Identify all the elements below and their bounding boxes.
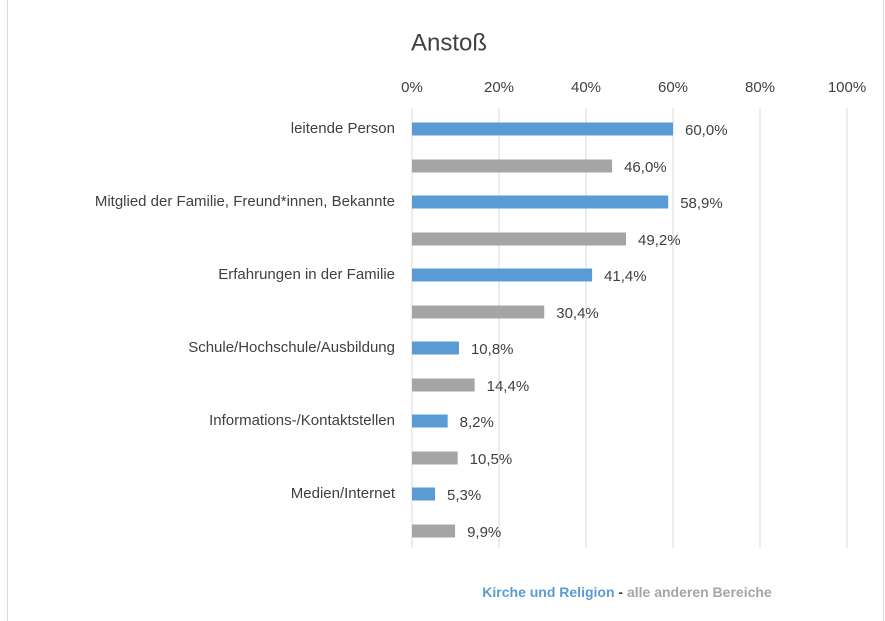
data-label: 9,9%: [467, 524, 501, 541]
bar: [412, 159, 613, 173]
x-tick-label: 40%: [571, 79, 601, 96]
data-label: 60,0%: [685, 122, 728, 139]
data-label: 10,5%: [470, 451, 513, 468]
bar: [412, 341, 459, 355]
y-tick-label: Informations-/Kontaktstellen: [209, 412, 395, 429]
data-label: 49,2%: [638, 232, 681, 249]
bar: [412, 524, 456, 538]
data-label: 41,4%: [604, 268, 647, 285]
x-tick-label: 0%: [401, 79, 423, 96]
bar: [412, 232, 627, 246]
chart-title: Anstoß: [411, 29, 487, 56]
bar: [412, 122, 673, 136]
y-tick-label: Schule/Hochschule/Ausbildung: [188, 339, 395, 356]
data-label: 14,4%: [487, 378, 530, 395]
y-tick-label: Mitglied der Familie, Freund*innen, Beka…: [95, 193, 395, 210]
data-label: 30,4%: [556, 305, 599, 322]
data-label: 46,0%: [624, 159, 667, 176]
data-label: 5,3%: [447, 487, 481, 504]
x-tick-label: 20%: [484, 79, 514, 96]
bar: [412, 305, 545, 319]
y-tick-label: leitende Person: [291, 120, 395, 137]
x-tick-label: 60%: [658, 79, 688, 96]
bar: [412, 378, 475, 392]
x-tick-label: 80%: [745, 79, 775, 96]
bar: [412, 451, 458, 465]
y-tick-label: Erfahrungen in der Familie: [218, 266, 395, 283]
bar: [412, 268, 593, 282]
legend: Kirche und Religion - alle anderen Berei…: [482, 584, 772, 600]
bar: [412, 487, 436, 501]
x-tick-label: 100%: [828, 79, 866, 96]
data-label: 10,8%: [471, 341, 514, 358]
data-label: 8,2%: [460, 414, 494, 431]
data-label: 58,9%: [680, 195, 723, 212]
legend-entry: alle anderen Bereiche: [627, 584, 772, 600]
legend-entry: Kirche und Religion: [482, 584, 614, 600]
y-tick-label: Medien/Internet: [291, 485, 396, 502]
legend-separator: -: [618, 584, 623, 600]
bar: [412, 195, 669, 209]
bar: [412, 414, 448, 428]
